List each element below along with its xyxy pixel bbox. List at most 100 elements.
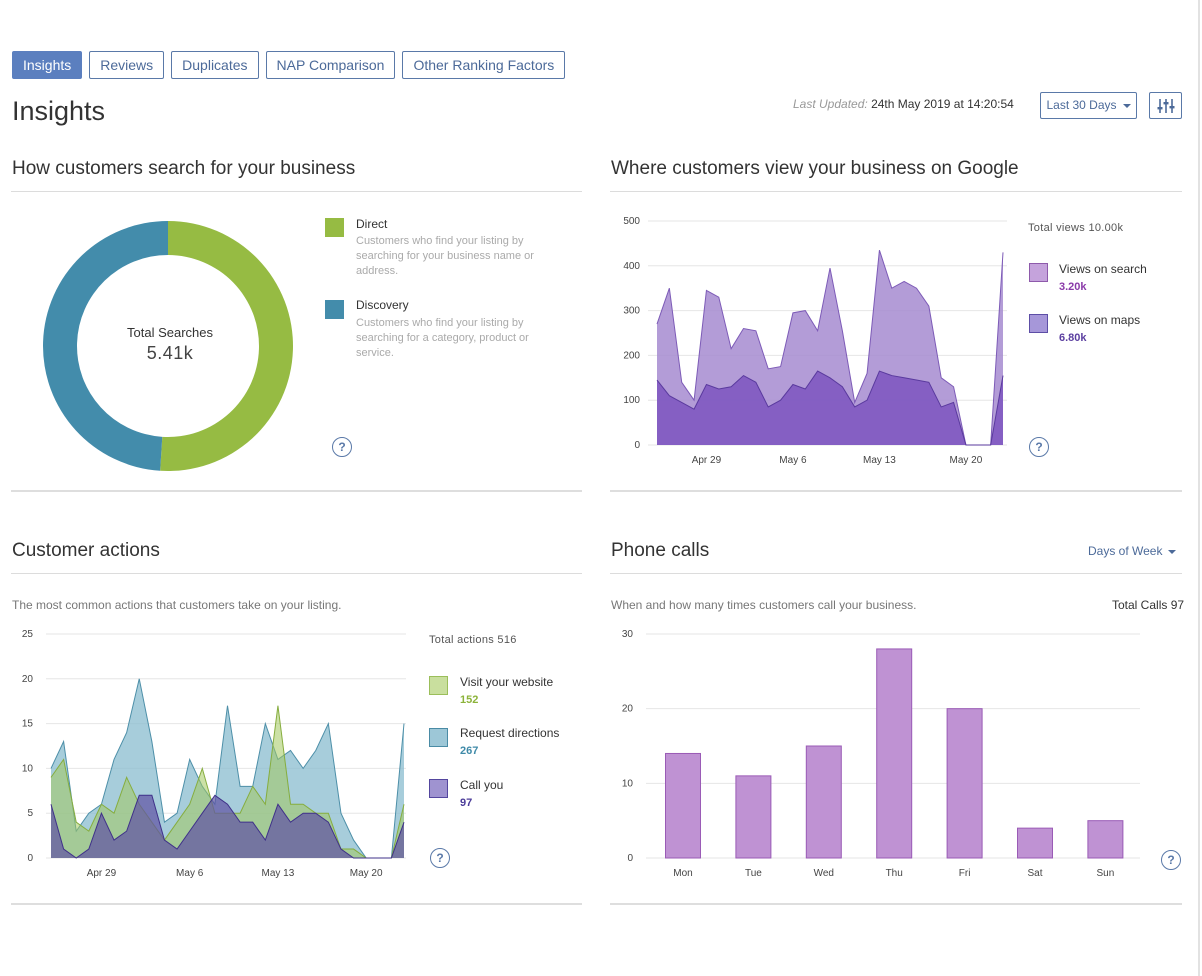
- area-views-on-maps: [657, 371, 1003, 445]
- page-title: Insights: [12, 96, 106, 126]
- donut-slice-discovery: [43, 221, 168, 471]
- divider: [11, 573, 582, 574]
- divider: [610, 903, 1182, 905]
- visit-website-label: Visit your website: [460, 675, 554, 689]
- divider: [11, 903, 582, 905]
- help-icon[interactable]: ?: [1029, 437, 1049, 457]
- call-you-value: 97: [460, 797, 473, 809]
- views-maps-label: Views on maps: [1059, 313, 1141, 327]
- page-edge: [1198, 0, 1200, 976]
- searches-donut-chart: [43, 221, 294, 471]
- x-tick-label: Tue: [745, 868, 762, 879]
- direct-label: Direct: [356, 217, 388, 231]
- actions-description: The most common actions that customers t…: [12, 598, 342, 612]
- y-tick-label: 20: [622, 704, 634, 715]
- views-maps-swatch: [1029, 314, 1048, 333]
- divider: [11, 191, 582, 192]
- filter-settings-button[interactable]: [1149, 92, 1182, 119]
- y-tick-label: 25: [22, 629, 34, 640]
- y-tick-label: 30: [622, 629, 634, 640]
- bar-tue: [735, 775, 772, 859]
- y-tick-label: 200: [623, 350, 640, 361]
- views-title: Where customers view your business on Go…: [611, 158, 1019, 179]
- views-search-label: Views on search: [1059, 262, 1147, 276]
- help-icon[interactable]: ?: [332, 437, 352, 457]
- tab-duplicates[interactable]: Duplicates: [171, 51, 259, 79]
- days-of-week-dropdown[interactable]: Days of Week: [1088, 544, 1177, 558]
- y-tick-label: 0: [627, 853, 633, 864]
- chevron-down-icon: [1122, 103, 1131, 108]
- actions-area-chart: 0 5 10 15 20 25 Apr 29 May 6 May 13 May 20: [22, 629, 406, 879]
- line-request-directions: [50, 678, 405, 859]
- discovery-label: Discovery: [356, 298, 409, 312]
- direct-swatch: [325, 218, 344, 237]
- call-you-label: Call you: [460, 778, 504, 792]
- donut-center-label: Total Searches: [127, 325, 213, 340]
- donut-slice-direct: [160, 221, 294, 471]
- x-tick-label: May 6: [779, 455, 807, 466]
- x-tick-label: May 13: [262, 868, 295, 879]
- y-tick-label: 400: [623, 261, 640, 272]
- request-directions-value: 267: [460, 745, 479, 757]
- divider: [610, 573, 1182, 574]
- calls-bar-chart: 0 10 20 30 Mon Tue Wed Thu Fri Sat Sun: [622, 629, 1140, 879]
- donut-center-value: 5.41k: [146, 343, 194, 363]
- tab-insights[interactable]: Insights: [12, 51, 83, 79]
- x-tick-label: Wed: [814, 868, 834, 879]
- tab-bar: Insights Reviews Duplicates NAP Comparis…: [12, 51, 566, 79]
- y-tick-label: 500: [623, 216, 640, 227]
- calls-title: Phone calls: [611, 540, 710, 561]
- views-area-chart: 0 100 200 300 400 500 Apr 29 May 6 May 13 May 20: [623, 216, 1007, 466]
- last-updated-label: Last Updated:: [793, 97, 868, 111]
- tab-reviews[interactable]: Reviews: [89, 51, 165, 79]
- searches-title: How customers search for your business: [12, 158, 356, 179]
- bar-sat: [1017, 827, 1053, 859]
- visit-website-swatch: [429, 676, 448, 695]
- direct-description: Customers who find your listing by searc…: [356, 235, 534, 277]
- bar-mon: [665, 752, 701, 859]
- x-tick-label: Apr 29: [692, 455, 722, 466]
- bar-sun: [1087, 820, 1124, 859]
- last-updated-value: 24th May 2019 at 14:20:54: [871, 97, 1014, 111]
- calls-description: When and how many times customers call y…: [611, 598, 917, 612]
- date-range-dropdown[interactable]: Last 30 Days: [1040, 92, 1137, 119]
- x-tick-label: Sun: [1097, 868, 1115, 879]
- divider: [610, 490, 1182, 492]
- tab-other-ranking-factors[interactable]: Other Ranking Factors: [402, 51, 566, 79]
- views-maps-value: 6.80k: [1059, 332, 1087, 344]
- chevron-down-icon: [1168, 549, 1177, 554]
- y-tick-label: 0: [27, 853, 33, 864]
- y-tick-label: 10: [22, 763, 34, 774]
- area-call-you: [51, 795, 404, 858]
- y-tick-label: 20: [22, 674, 34, 685]
- actions-title: Customer actions: [12, 540, 160, 561]
- x-tick-label: Apr 29: [87, 868, 117, 879]
- x-tick-label: May 20: [350, 868, 383, 879]
- discovery-swatch: [325, 300, 344, 319]
- request-directions-label: Request directions: [460, 726, 560, 740]
- views-search-swatch: [1029, 263, 1048, 282]
- y-tick-label: 15: [22, 719, 34, 730]
- line-views-on-search: [656, 249, 1004, 446]
- y-tick-label: 0: [634, 440, 640, 451]
- last-updated: Last Updated: 24th May 2019 at 14:20:54: [793, 97, 1014, 111]
- request-directions-swatch: [429, 728, 448, 747]
- x-tick-label: May 20: [950, 455, 983, 466]
- sliders-icon: [1157, 98, 1174, 113]
- y-tick-label: 5: [27, 808, 33, 819]
- x-tick-label: May 13: [863, 455, 896, 466]
- x-tick-label: Sat: [1027, 868, 1042, 879]
- y-tick-label: 10: [622, 778, 634, 789]
- visit-website-value: 152: [460, 694, 479, 706]
- x-tick-label: Mon: [673, 868, 692, 879]
- views-total: Total views 10.00k: [1028, 222, 1124, 234]
- tab-nap-comparison[interactable]: NAP Comparison: [265, 51, 396, 79]
- line-call-you: [50, 794, 405, 859]
- views-search-value: 3.20k: [1059, 281, 1087, 293]
- help-icon[interactable]: ?: [1161, 850, 1181, 870]
- bar-thu: [876, 648, 913, 859]
- y-tick-label: 300: [623, 306, 640, 317]
- help-icon[interactable]: ?: [430, 848, 450, 868]
- line-views-on-maps: [656, 370, 1004, 446]
- divider: [610, 191, 1182, 192]
